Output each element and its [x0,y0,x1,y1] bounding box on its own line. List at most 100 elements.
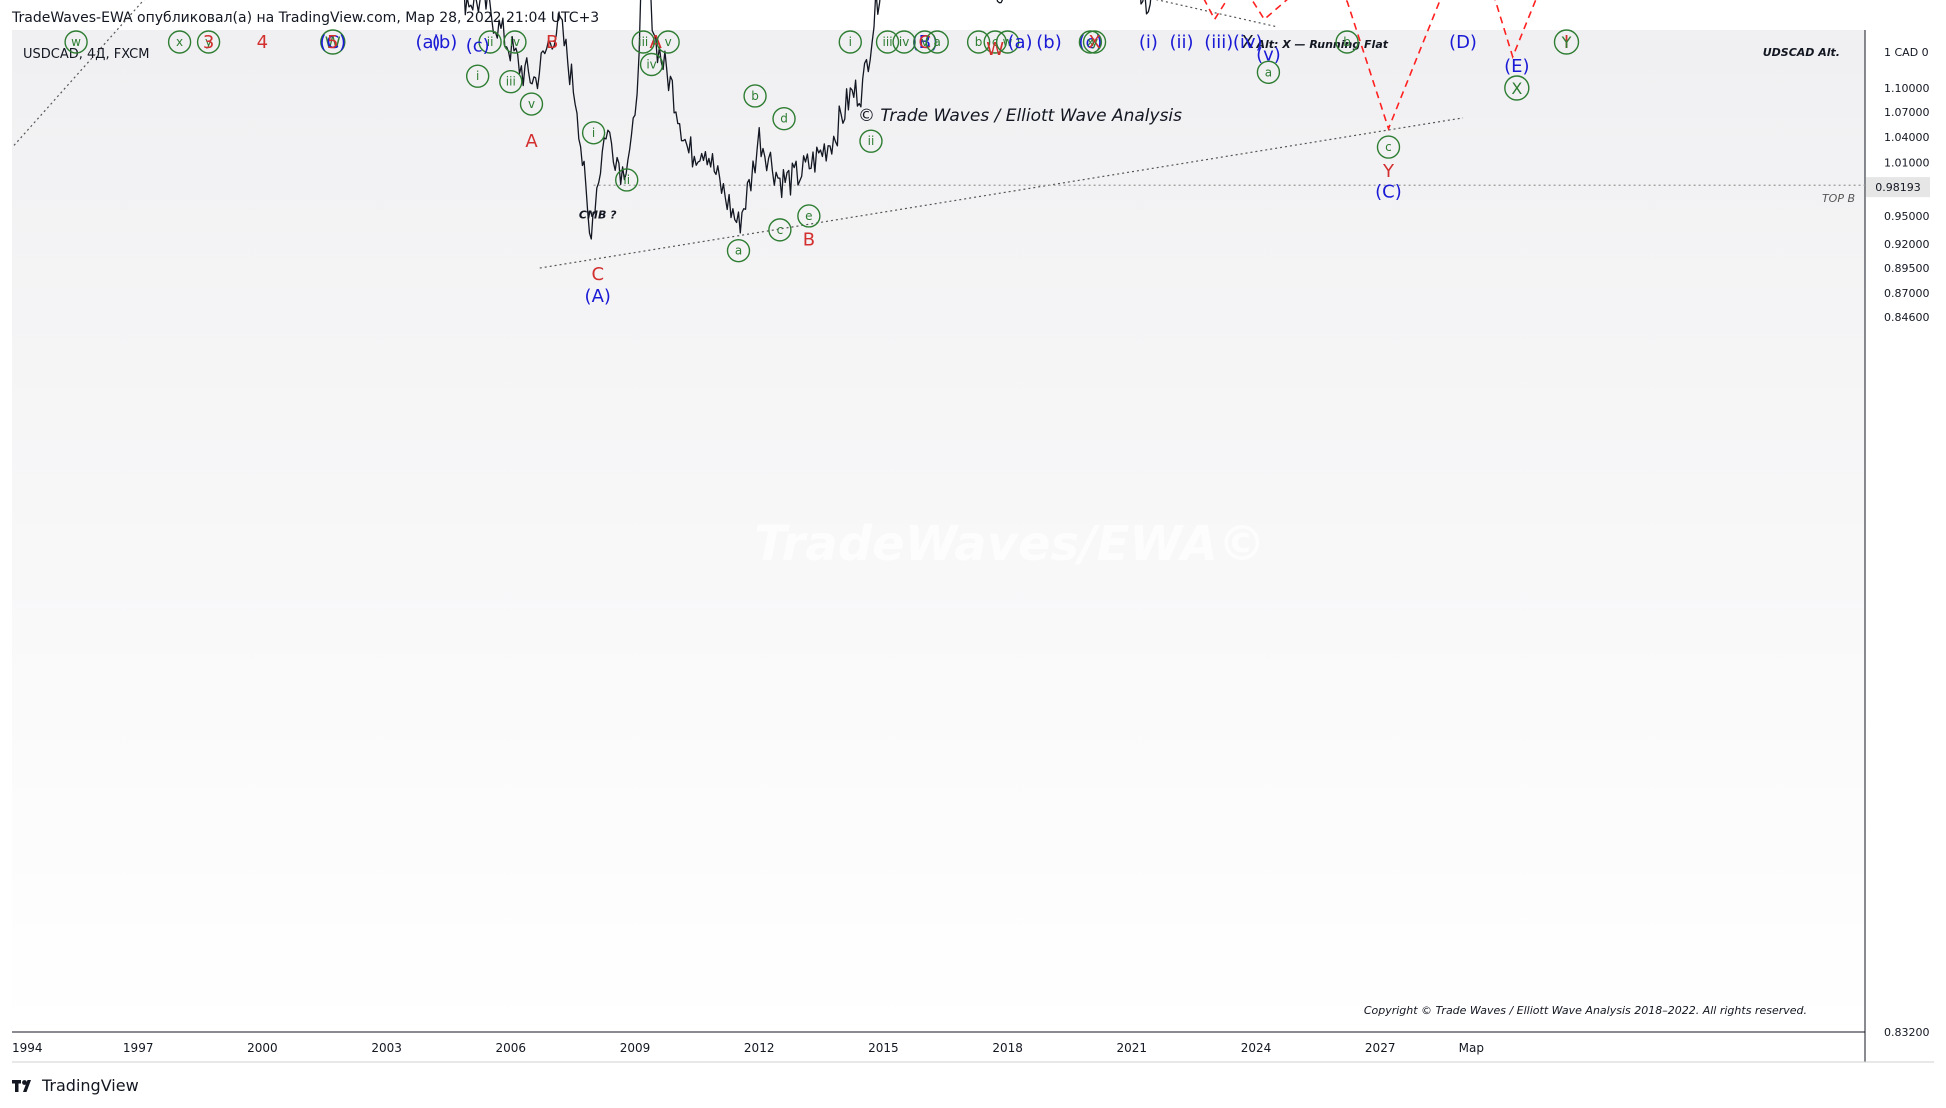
wave-label: (v) [1256,45,1281,66]
wave-label: (B) [912,32,938,53]
wave-label: iv [646,58,656,72]
wave-label-circle [631,30,655,54]
wave-label: x [176,35,183,49]
wave-label: X [1088,32,1100,53]
x-tick-label: 2009 [620,1041,651,1055]
y-tick-label: 1.10000 [1884,82,1930,95]
wave-label-circle [1335,30,1359,54]
wave-label-circle [925,30,949,54]
wave-label: v [921,35,928,49]
x-tick-label: 2018 [992,1041,1023,1055]
wave-label-circle [768,218,792,242]
wave-label-circle [743,84,767,108]
wave-label: ii [868,134,875,148]
wave-label: a [1265,65,1272,79]
wave-label-circle [503,30,527,54]
wave-label: a [735,244,742,258]
wave-label: y [205,35,212,49]
wave-label-circle [615,168,639,192]
tradingview-brand[interactable]: TradingView [42,1076,139,1095]
trendline [539,117,1464,269]
wave-label: X [1242,32,1254,53]
wave-label: (a) [1007,32,1032,53]
wave-label-circle [726,238,751,263]
wave-label-circle [913,30,937,54]
wave-label: Y [1561,33,1572,52]
watermark-text: TradeWaves/EWA© [754,516,1266,572]
y-tick-label: 1.01000 [1884,157,1930,170]
wave-label: I [1564,32,1569,53]
wave-label: (ii) [1169,32,1193,53]
wave-label: (iii) [1204,32,1233,53]
wave-label: B [803,229,815,250]
wave-label: 5 [327,32,338,53]
wave-label-circle [656,30,680,54]
wave-label-circle [1078,30,1103,54]
wave-label-circle [167,30,192,54]
x-tick-label: 2015 [868,1041,899,1055]
wave-label-circle [797,204,821,228]
wave-label: c [777,223,784,237]
wave-label: iii [883,35,893,49]
y-tick-label: 0.95000 [1884,210,1930,223]
wave-label: y [1091,35,1098,49]
x-tick-label: 2012 [744,1041,775,1055]
wave-label-circle [875,30,900,54]
y-tick-label: 0.84600 [1884,311,1930,324]
wave-label-circle [639,52,664,77]
wave-label: A [525,131,538,152]
wave-label: Y [1382,161,1395,182]
wave-label: 4 [257,32,268,53]
copyright-top: © Trade Waves / Elliott Wave Analysis [858,106,1182,126]
wave-label: iv [899,35,909,49]
wave-label: 3 [203,32,214,53]
wave-label-circle [1256,60,1281,84]
wave-label: (iv) [1233,32,1263,53]
wave-label: (D) [1449,32,1477,53]
wave-label: v [528,97,535,111]
wave-label: i [592,126,595,140]
copyright-bottom: Copyright © Trade Waves / Elliott Wave A… [1364,1004,1807,1017]
wave-label-circle [983,30,1007,54]
x-tick-label: 2003 [371,1041,402,1055]
wave-label-circle [1504,75,1530,101]
level-note: TOP B [1822,192,1855,205]
x-tick-label: 2006 [496,1041,527,1055]
x-tick-label: 2021 [1117,1041,1148,1055]
wave-label-circle [892,30,916,54]
wave-label: b [1343,35,1351,49]
wave-label: v [665,35,672,49]
x-tick-label: 1994 [12,1041,43,1055]
wave-label: (c) [466,35,490,56]
footer: TradingView [12,1076,139,1095]
wave-label-circle [196,30,221,54]
wave-label-circle [995,30,1020,54]
wave-label-circle [838,30,862,54]
x-tick-label: 2024 [1241,1041,1272,1055]
wave-label-circle [519,92,544,116]
wave-label: CMB ? [579,208,617,221]
wave-label: d [780,112,788,126]
publish-header: TradeWaves-EWA опубликовал(а) на Trading… [12,10,600,26]
wave-label-circle [64,30,88,54]
wave-label: Alt: X — Running Flat [1255,38,1388,51]
wave-label-circle [1376,135,1401,159]
x-tick-label: 2027 [1365,1041,1396,1055]
wave-label: x [1087,35,1094,49]
x-tick-label: 1997 [123,1041,154,1055]
wave-label-circle [859,129,883,153]
price-series-line [463,0,1152,240]
wave-label-circle [1553,29,1580,55]
wave-label: b [975,35,983,49]
wave-label: e [805,209,812,223]
symbol-title: USDCAD, 4Д, FXCM [23,47,149,62]
wave-label-circle [320,29,346,55]
wave-label: c [992,35,999,49]
wave-label: (b) [1036,32,1061,53]
wave-label: i [476,69,479,83]
wave-label: i [849,35,852,49]
wave-label-circle [772,106,796,131]
y-tick-label: 0.83200 [1884,1026,1930,1039]
y-tick-label: 0.92000 [1884,238,1930,251]
